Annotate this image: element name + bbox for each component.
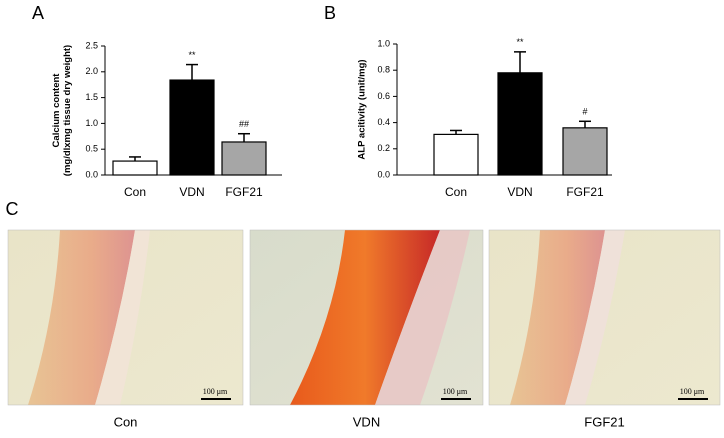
micrograph (8, 230, 243, 405)
x-tick-label: Con (124, 185, 146, 199)
y-axis-label: (mg/dlxmg tissue dry weight) (62, 45, 73, 176)
image-frame (488, 229, 721, 406)
y-tick-label: 0.2 (377, 143, 390, 153)
image-caption: FGF21 (584, 414, 624, 429)
bar (221, 141, 267, 176)
image-frame (249, 229, 484, 406)
significance-marker: # (582, 107, 587, 117)
micrograph (250, 230, 483, 405)
y-axis-label: ALP acitivity (unit/mg) (357, 59, 368, 159)
image-frame (7, 229, 244, 406)
significance-marker: ** (516, 37, 524, 47)
x-tick-label: FGF21 (566, 185, 604, 199)
y-tick-label: 2.5 (85, 40, 98, 50)
y-tick-label: 0.8 (377, 65, 390, 75)
scale-bar-label: 100 μm (443, 387, 468, 396)
panel-label: A (32, 3, 44, 23)
y-tick-label: 2.0 (85, 66, 98, 76)
y-axis-label: Calcium content (51, 73, 62, 148)
y-tick-label: 0.0 (85, 169, 98, 179)
significance-marker: ## (239, 119, 249, 129)
panel-label: C (6, 199, 19, 219)
y-tick-label: 0.6 (377, 91, 390, 101)
y-tick-label: 1.0 (85, 118, 98, 128)
bar (169, 79, 215, 176)
micrograph (489, 230, 720, 405)
x-tick-label: VDN (179, 185, 204, 199)
bar (562, 127, 608, 176)
x-tick-label: VDN (507, 185, 532, 199)
y-tick-label: 0.5 (85, 144, 98, 154)
bar (433, 133, 479, 176)
scale-bar-label: 100 μm (680, 387, 705, 396)
y-tick-label: 0.0 (377, 169, 390, 179)
x-tick-label: FGF21 (225, 185, 263, 199)
bar (112, 160, 158, 176)
image-caption: Con (114, 414, 138, 429)
y-tick-label: 0.4 (377, 117, 390, 127)
image-caption: VDN (353, 414, 380, 429)
significance-marker: ** (188, 50, 196, 60)
y-tick-label: 1.5 (85, 92, 98, 102)
x-tick-label: Con (445, 185, 467, 199)
bar (497, 72, 543, 176)
y-tick-label: 1.0 (377, 38, 390, 48)
panel-label: B (324, 3, 336, 23)
scale-bar-label: 100 μm (203, 387, 228, 396)
